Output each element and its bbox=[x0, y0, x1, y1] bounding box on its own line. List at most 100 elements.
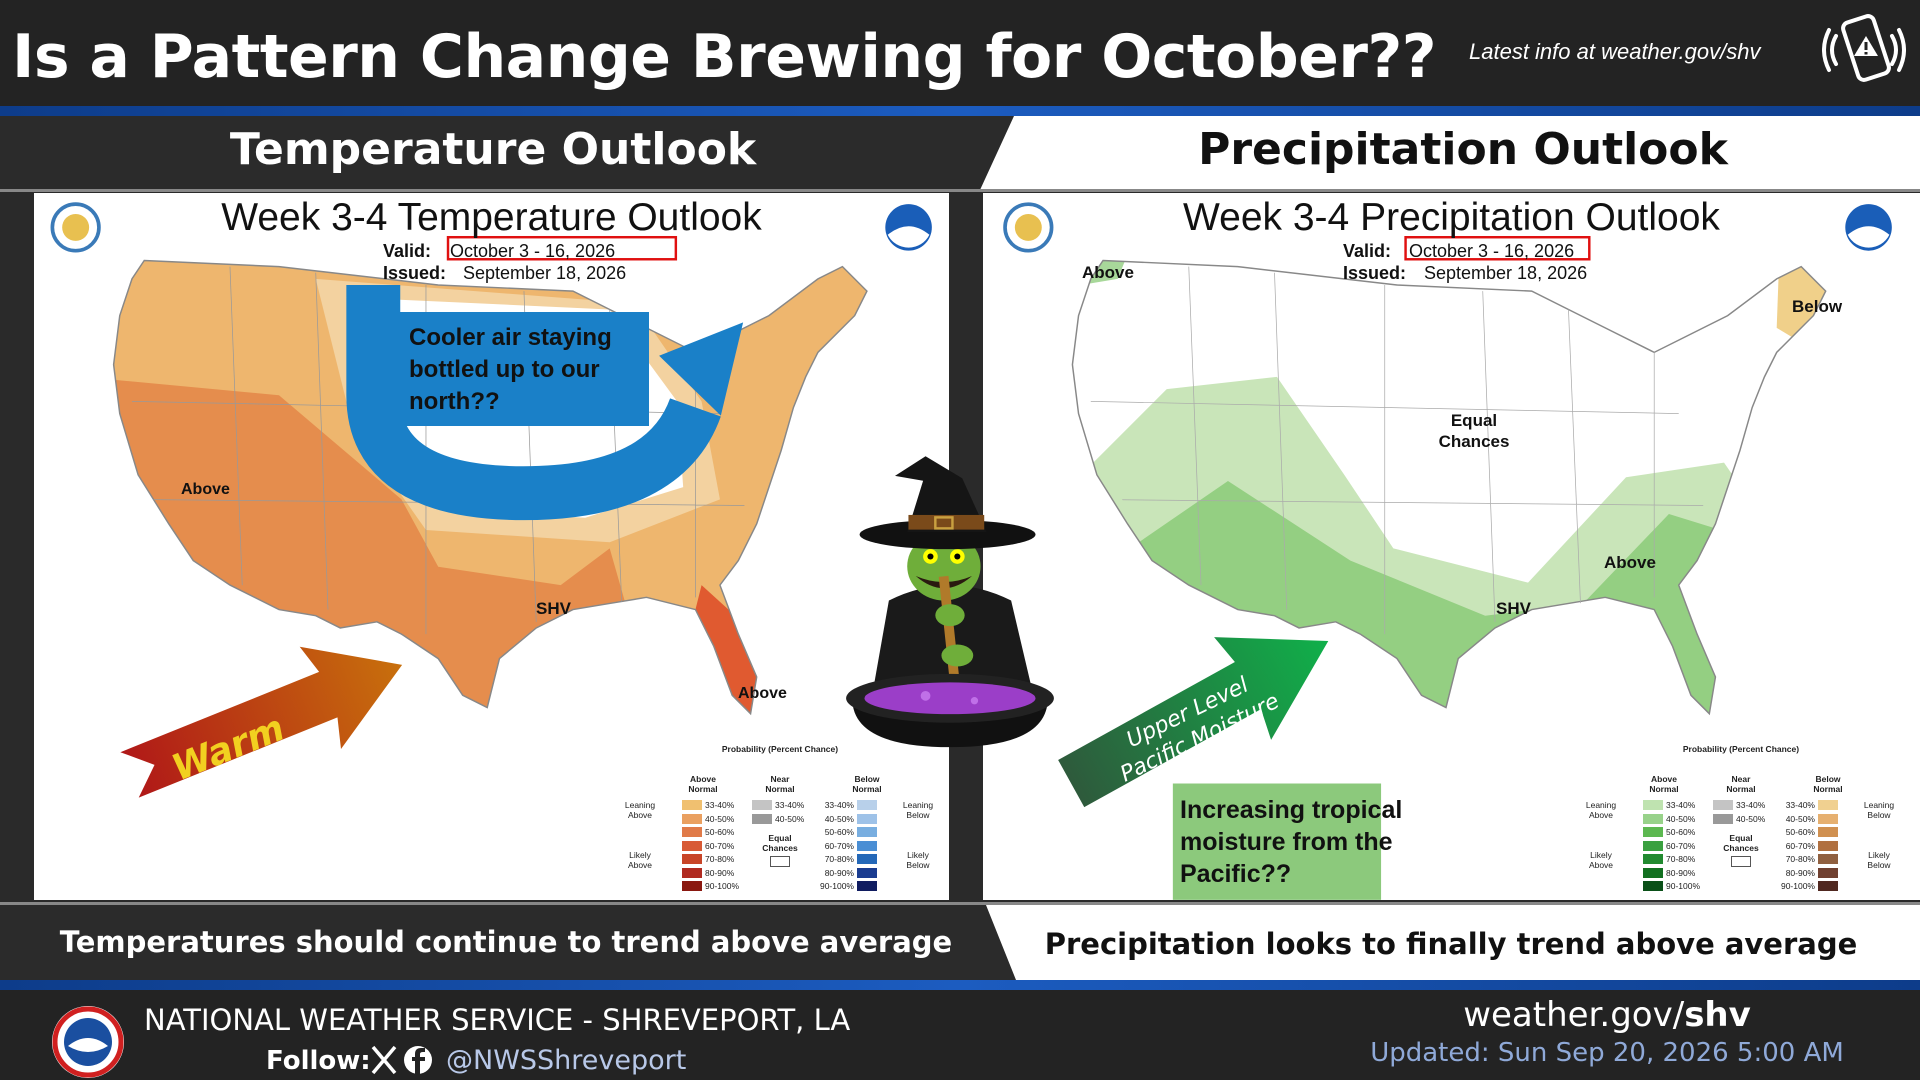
legend-title: Probability (Percent Chance) bbox=[721, 744, 839, 754]
legend-range: 40-50% bbox=[775, 813, 805, 824]
map-label: SHV bbox=[1496, 599, 1531, 618]
decoration bbox=[1072, 260, 1826, 714]
decoration bbox=[113, 260, 867, 714]
legend-swatch bbox=[857, 854, 877, 864]
legend-swatch bbox=[857, 827, 877, 837]
legend-range: 90-100% bbox=[705, 881, 740, 891]
legend-group: Likely Above bbox=[627, 850, 653, 870]
legend-range: 70-80% bbox=[824, 854, 854, 864]
legend-swatch bbox=[1643, 800, 1663, 810]
website-prefix: weather.gov/ bbox=[1463, 995, 1685, 1035]
legend-swatch bbox=[1818, 813, 1838, 824]
decoration bbox=[412, 1048, 425, 1074]
precipitation-map bbox=[983, 193, 1920, 900]
decoration bbox=[1404, 236, 1591, 261]
map-title: Week 3-4 Precipitation Outlook bbox=[1183, 196, 1720, 239]
decoration bbox=[895, 456, 987, 533]
decoration bbox=[120, 646, 403, 798]
right-caption-bg bbox=[986, 905, 1920, 980]
legend-swatch bbox=[682, 840, 702, 851]
map-label: Above bbox=[738, 685, 787, 702]
decoration bbox=[62, 213, 90, 241]
legend-range: 60-70% bbox=[824, 840, 854, 851]
legend-group: Likely Below bbox=[1867, 850, 1891, 870]
legend-range: 33-40% bbox=[1666, 800, 1696, 810]
decoration bbox=[52, 1006, 124, 1078]
decoration bbox=[986, 905, 1920, 980]
legend-swatch bbox=[682, 813, 702, 824]
legend-swatch bbox=[1818, 854, 1838, 864]
decoration bbox=[934, 516, 954, 530]
legend-group: Equal Chances bbox=[1723, 833, 1759, 853]
issued-label: Issued: bbox=[1343, 263, 1407, 283]
decoration bbox=[659, 322, 744, 416]
map-label: SHV bbox=[536, 599, 571, 618]
decoration bbox=[1082, 266, 1704, 635]
issued-date: September 18, 2026 bbox=[463, 263, 627, 283]
decoration bbox=[1082, 266, 1704, 635]
legend-range: 80-90% bbox=[705, 867, 735, 878]
legend-swatch bbox=[1643, 813, 1663, 824]
legend-header: Above Normal bbox=[1649, 774, 1679, 794]
legend-range: 50-60% bbox=[1666, 827, 1696, 837]
decoration bbox=[1172, 783, 1382, 900]
legend-header: Above Normal bbox=[688, 774, 718, 794]
legend-swatch bbox=[1713, 813, 1733, 824]
legend-range: 70-80% bbox=[1785, 854, 1815, 864]
legend-swatch bbox=[1731, 856, 1751, 867]
legend-swatch bbox=[770, 856, 790, 867]
footer-bg bbox=[0, 990, 1920, 1080]
decoration bbox=[908, 514, 985, 530]
legend-swatch bbox=[1643, 867, 1663, 878]
decoration bbox=[689, 585, 769, 714]
map-label: Above bbox=[181, 481, 230, 498]
decoration bbox=[907, 532, 981, 601]
office-name: NATIONAL WEATHER SERVICE - SHREVEPORT, L… bbox=[144, 1003, 851, 1037]
legend-range: 80-90% bbox=[1785, 867, 1815, 878]
main-title: Is a Pattern Change Brewing for October?… bbox=[12, 22, 1437, 92]
legend-swatch bbox=[682, 854, 702, 864]
decoration bbox=[927, 553, 934, 560]
legend-range: 33-40% bbox=[775, 800, 805, 810]
legend-range: 40-50% bbox=[824, 813, 854, 824]
temp-heading: Temperature Outlook bbox=[229, 124, 757, 175]
legend-range: 80-90% bbox=[824, 867, 854, 878]
legend-range: 33-40% bbox=[1785, 800, 1815, 810]
valid-label: Valid: bbox=[1343, 241, 1392, 261]
legend-swatch bbox=[1643, 827, 1663, 837]
legend-swatch bbox=[752, 813, 772, 824]
legend-range: 33-40% bbox=[1736, 800, 1766, 810]
legend-group: Leaning Below bbox=[902, 800, 934, 820]
legend-range: 33-40% bbox=[824, 800, 854, 810]
decoration bbox=[1822, 28, 1831, 72]
decoration bbox=[980, 116, 1920, 190]
decoration bbox=[1890, 34, 1898, 66]
legend-header: Near Normal bbox=[765, 774, 795, 794]
legend-header: Below Normal bbox=[852, 774, 882, 794]
legend-swatch bbox=[1818, 827, 1838, 837]
map-label: Equal Chances bbox=[1438, 411, 1510, 451]
decoration bbox=[1014, 213, 1042, 241]
legend-title: Probability (Percent Chance) bbox=[1682, 744, 1800, 754]
legend-range: 60-70% bbox=[1666, 840, 1696, 851]
decoration bbox=[864, 682, 1036, 715]
decoration bbox=[941, 644, 974, 667]
annotation: Increasing tropical moisture from the Pa… bbox=[1180, 796, 1403, 888]
legend-swatch bbox=[857, 800, 877, 810]
legend-swatch bbox=[752, 800, 772, 810]
legend-range: 60-70% bbox=[1785, 840, 1815, 851]
precip-heading: Precipitation Outlook bbox=[1198, 124, 1728, 175]
latest-info: Latest info at weather.gov/shv bbox=[1469, 39, 1761, 64]
legend-swatch bbox=[1643, 840, 1663, 851]
blue-strip bbox=[0, 106, 1920, 116]
decoration bbox=[1830, 34, 1838, 66]
issued-date: September 18, 2026 bbox=[1424, 263, 1588, 283]
decoration bbox=[954, 553, 961, 560]
follow-label: Follow: bbox=[266, 1046, 371, 1076]
nws-logo bbox=[52, 1006, 124, 1078]
social-handle: @NWSShreveport bbox=[446, 1045, 687, 1076]
annotation: Cooler air staying bottled up to our nor… bbox=[409, 324, 612, 415]
legend-group: Leaning Above bbox=[624, 800, 656, 820]
legend-swatch bbox=[682, 881, 702, 891]
